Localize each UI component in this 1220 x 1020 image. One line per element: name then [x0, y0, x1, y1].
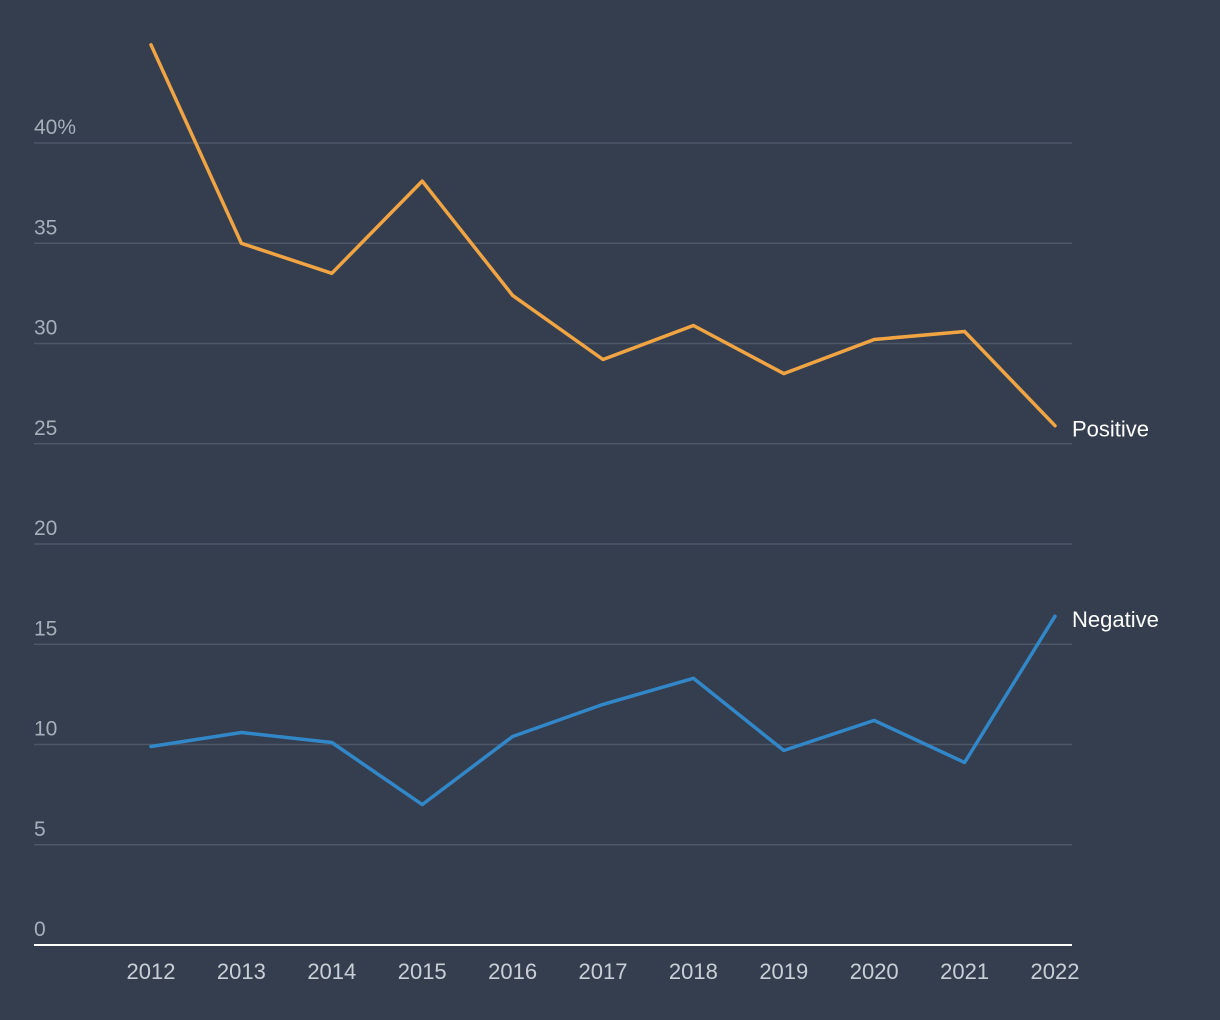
x-tick-label-2012: 2012 [127, 959, 176, 984]
series-line-positive [149, 43, 1057, 428]
series-lines [149, 43, 1057, 807]
y-axis-tick-labels: 0 5 10 15 20 25 30 35 40% [34, 116, 76, 941]
x-tick-label-2015: 2015 [398, 959, 447, 984]
x-tick-label-2014: 2014 [307, 959, 356, 984]
series-labels: Positive Negative [1072, 417, 1159, 632]
x-axis-tick-labels: 2012 2013 2014 2015 2016 2017 2018 2019 2020 2021… [127, 959, 1080, 984]
y-tick-label-35: 35 [34, 216, 57, 239]
x-tick-label-2021: 2021 [940, 959, 989, 984]
x-tick-label-2020: 2020 [850, 959, 899, 984]
x-tick-label-2018: 2018 [669, 959, 718, 984]
y-tick-label-0: 0 [34, 918, 46, 941]
series-label-positive: Positive [1072, 417, 1149, 442]
y-tick-label-40: 40% [34, 116, 76, 139]
x-tick-label-2022: 2022 [1031, 959, 1080, 984]
y-tick-label-25: 25 [34, 417, 57, 440]
x-tick-label-2016: 2016 [488, 959, 537, 984]
y-tick-label-15: 15 [34, 617, 57, 640]
y-tick-label-30: 30 [34, 317, 57, 340]
series-line-negative [149, 614, 1057, 807]
x-tick-label-2013: 2013 [217, 959, 266, 984]
y-tick-label-10: 10 [34, 718, 57, 741]
gridlines [34, 142, 1072, 846]
y-tick-label-5: 5 [34, 818, 46, 841]
y-tick-label-20: 20 [34, 517, 57, 540]
series-label-negative: Negative [1072, 607, 1159, 632]
x-tick-label-2019: 2019 [759, 959, 808, 984]
x-tick-label-2017: 2017 [579, 959, 628, 984]
